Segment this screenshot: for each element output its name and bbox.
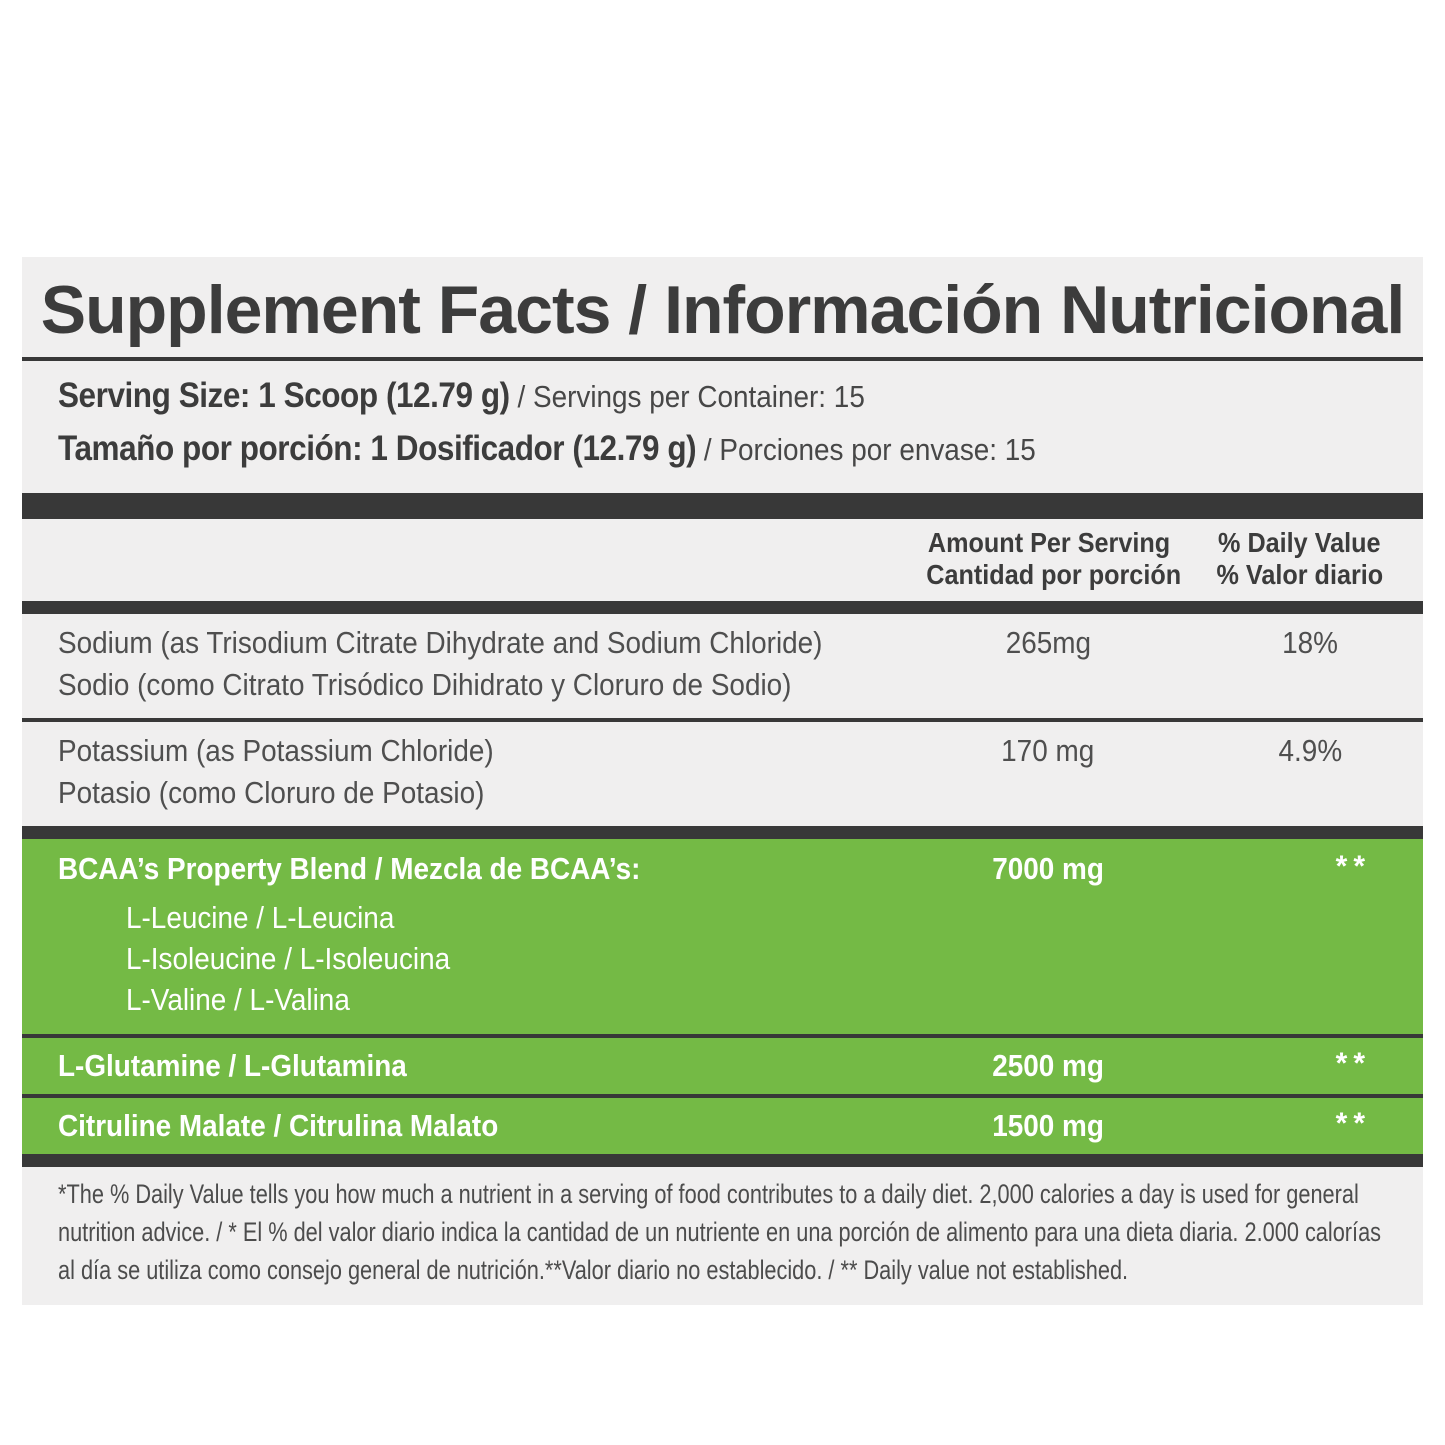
page-title: Supplement Facts / Información Nutricion… [40,272,1406,348]
serving-line-es: Tamaño por porción: 1 Dosificador (12.79… [58,426,1423,479]
servings-per-container-es: / Porciones por envase: 15 [696,432,1036,467]
column-headers: Amount Per Serving Cantidad por porción … [22,519,1423,601]
divider-bar-footnote [22,1154,1423,1167]
potassium-dv: 4.9% [1278,733,1343,768]
col-header-amount-es: Cantidad por porción [926,559,1182,590]
amount-column-header: Amount Per Serving Cantidad por porción [898,527,1198,591]
col-header-dv-en: % Daily Value [1218,527,1381,558]
nutrient-row-citruline: Citruline Malate / Citrulina Malato 1500… [22,1098,1423,1154]
potassium-amount: 170 mg [1001,733,1095,768]
sodium-name: Sodium (as Trisodium Citrate Dihydrate a… [22,622,898,706]
servings-per-container-en: / Servings per Container: 15 [509,379,865,414]
serving-size-es: Tamaño por porción: 1 Dosificador (12.79… [58,429,697,468]
bcaa-ingredient-list: L-Leucine / L-Leucina L-Isoleucine / L-I… [22,895,1423,1034]
citruline-dv-asterisks: ** [1335,1107,1371,1140]
citruline-amount: 1500 mg [992,1108,1104,1143]
divider-bar-green-top [22,826,1423,839]
glutamine-amount: 2500 mg [992,1048,1104,1083]
glutamine-amount-cell: 2500 mg [898,1046,1198,1086]
potassium-name-en: Potassium (as Potassium Chloride) [58,733,494,768]
title-bar: Supplement Facts / Información Nutricion… [22,257,1423,361]
green-row-separator-1 [22,1034,1423,1038]
potassium-dv-cell: 4.9% [1198,730,1423,772]
daily-value-column-header: % Daily Value % Valor diario [1198,527,1423,591]
glutamine-name: L-Glutamine / L-Glutamina [58,1048,407,1083]
bcaa-dv-cell: ** [1198,849,1423,885]
glutamine-dv-cell: ** [1198,1046,1423,1082]
nutrient-row-potassium: Potassium (as Potassium Chloride) Potasi… [22,722,1423,826]
bcaa-blend-name: BCAA’s Property Blend / Mezcla de BCAA’s… [58,851,641,886]
serving-size-en: Serving Size: 1 Scoop (12.79 g) [58,376,510,415]
citruline-amount-cell: 1500 mg [898,1106,1198,1146]
serving-line-en: Serving Size: 1 Scoop (12.79 g) / Servin… [58,373,1423,426]
sodium-name-en: Sodium (as Trisodium Citrate Dihydrate a… [58,625,823,660]
footnote-section: *The % Daily Value tells you how much a … [22,1167,1423,1305]
sodium-amount-cell: 265mg [898,622,1198,664]
green-row-separator-2 [22,1094,1423,1098]
sodium-dv-cell: 18% [1198,622,1423,664]
glutamine-dv-asterisks: ** [1335,1047,1371,1080]
bcaa-dv-asterisks: ** [1335,850,1371,883]
potassium-name: Potassium (as Potassium Chloride) Potasi… [22,730,898,814]
nutrient-row-glutamine: L-Glutamine / L-Glutamina 2500 mg ** [22,1038,1423,1094]
potassium-name-es: Potasio (como Cloruro de Potasio) [58,775,485,810]
bcaa-amount: 7000 mg [992,851,1104,886]
sodium-amount: 265mg [1005,625,1091,660]
citruline-dv-cell: ** [1198,1106,1423,1142]
bcaa-sub-leucine: L-Leucine / L-Leucina [126,900,395,935]
divider-bar-top [22,493,1423,519]
divider-bar-headers [22,601,1423,614]
sodium-dv: 18% [1282,625,1339,660]
citruline-name: Citruline Malate / Citrulina Malato [58,1108,499,1143]
bcaa-amount-cell: 7000 mg [898,849,1198,889]
supplement-facts-panel: Supplement Facts / Información Nutricion… [22,257,1423,1305]
col-header-dv-es: % Valor diario [1216,559,1384,590]
bcaa-sub-isoleucine: L-Isoleucine / L-Isoleucina [126,941,451,976]
bcaa-sub-valine: L-Valine / L-Valina [126,982,350,1017]
nutrient-row-sodium: Sodium (as Trisodium Citrate Dihydrate a… [22,614,1423,718]
sodium-name-es: Sodio (como Citrato Trisódico Dihidrato … [58,667,792,702]
col-header-amount-en: Amount Per Serving [927,527,1170,558]
nutrient-row-bcaa-blend: BCAA’s Property Blend / Mezcla de BCAA’s… [22,839,1423,895]
green-ingredients-section: BCAA’s Property Blend / Mezcla de BCAA’s… [22,839,1423,1154]
footnote-text: *The % Daily Value tells you how much a … [58,1179,1382,1285]
potassium-amount-cell: 170 mg [898,730,1198,772]
row-separator [22,718,1423,722]
serving-info: Serving Size: 1 Scoop (12.79 g) / Servin… [22,361,1423,493]
